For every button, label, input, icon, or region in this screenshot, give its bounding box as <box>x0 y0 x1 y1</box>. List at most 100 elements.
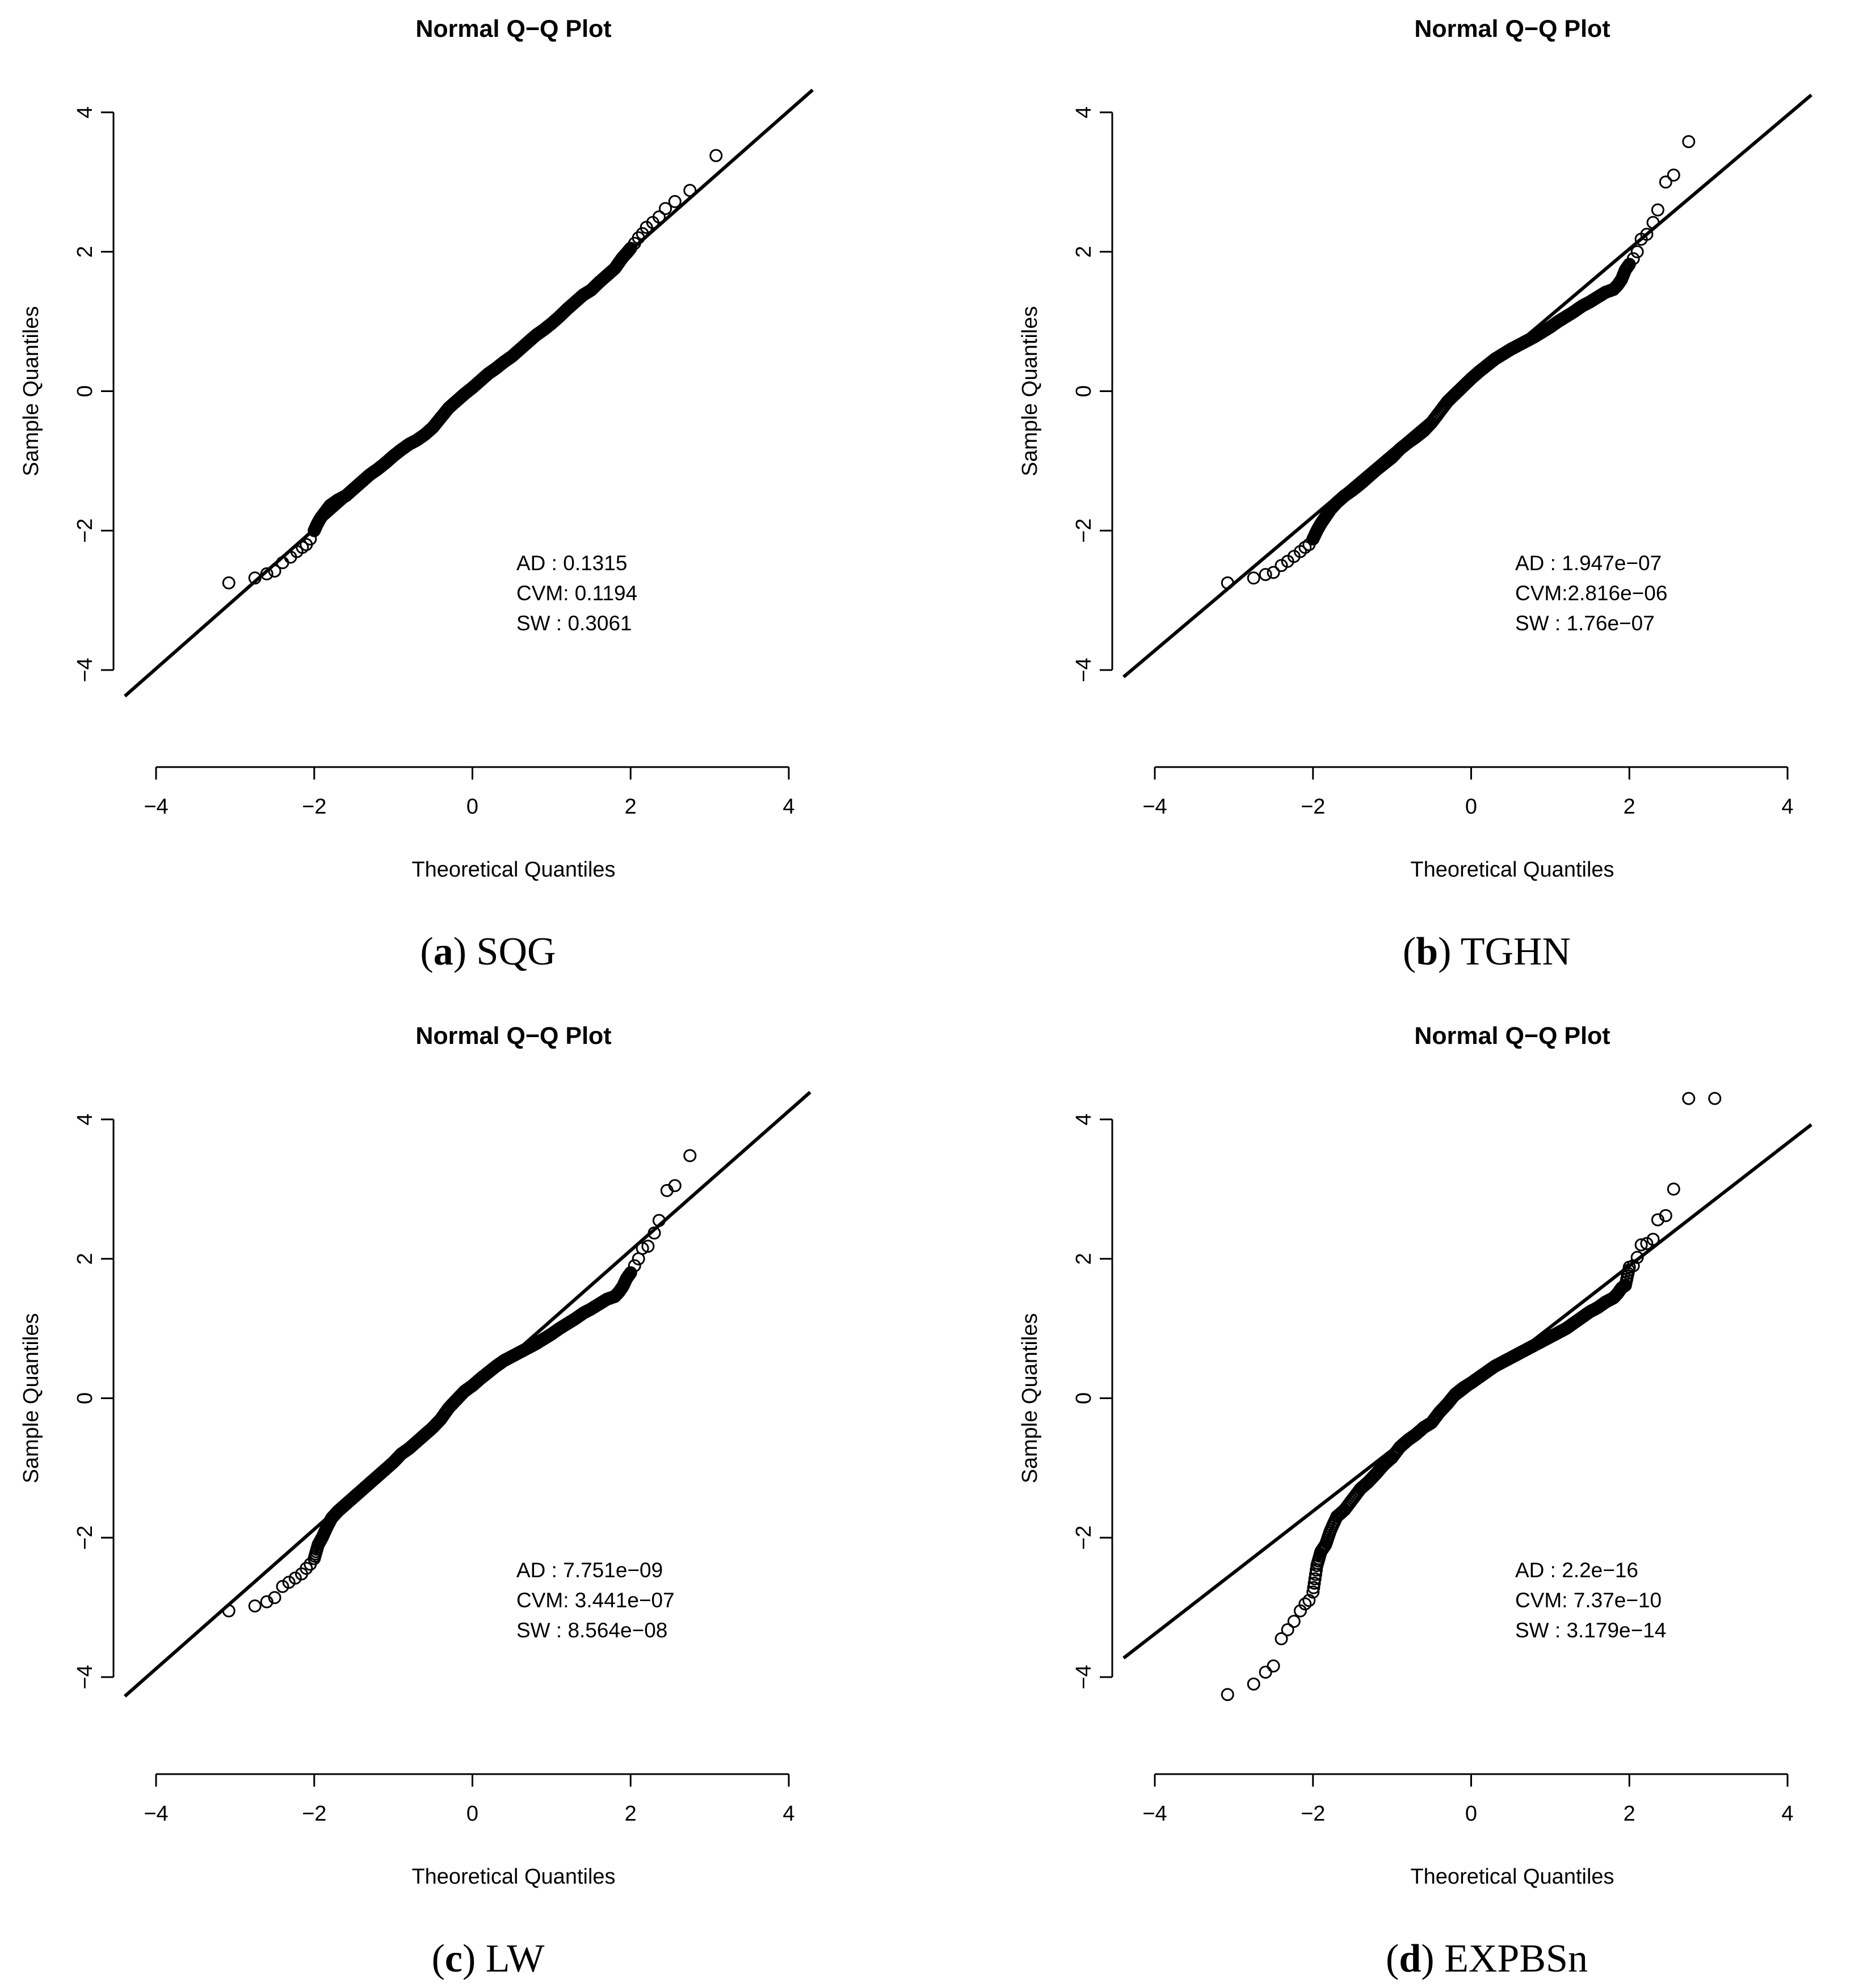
qq-point <box>1646 1232 1660 1246</box>
stat-sw: SW : 3.179e−14 <box>1515 1619 1666 1642</box>
qq-point <box>668 1179 682 1193</box>
qq-point <box>1682 135 1696 149</box>
y-tick-label: 2 <box>73 1253 97 1265</box>
qq-point <box>1651 1213 1664 1227</box>
caption-letter: b <box>1416 930 1438 974</box>
qq-point <box>652 210 666 224</box>
qq-point <box>641 1240 655 1253</box>
qq-point <box>268 565 281 578</box>
caption-close-paren: ) <box>453 930 477 974</box>
x-tick-label: 2 <box>1624 1802 1635 1826</box>
qq-point <box>647 1226 661 1240</box>
caption-name: LW <box>486 1937 545 1981</box>
qq-panel-d: Normal Q−Q Plot −4 −2 0 2 4 −4 −2 0 2 4 Theoretical… <box>1018 1022 1812 1981</box>
stat-ad: AD : 7.751e−09 <box>516 1559 663 1582</box>
y-tick-label: 2 <box>73 246 97 258</box>
stat-ad: AD : 2.2e−16 <box>1515 1559 1638 1582</box>
caption-close-paren: ) <box>1421 1937 1444 1981</box>
qq-point <box>1682 1092 1696 1105</box>
qq-point <box>1221 576 1234 589</box>
qq-point <box>1622 1263 1635 1277</box>
plot-title: Normal Q−Q Plot <box>1414 1022 1610 1050</box>
qq-point <box>652 1214 666 1227</box>
x-tick-label: 0 <box>1465 795 1477 819</box>
y-tick-label: −4 <box>73 1665 97 1689</box>
qq-point <box>1420 422 1433 435</box>
qq-point <box>1646 216 1660 229</box>
qq-point <box>1630 1250 1644 1264</box>
x-tick-label: 2 <box>625 795 637 819</box>
qq-point <box>1659 1209 1672 1223</box>
y-tick-label: 0 <box>73 385 97 397</box>
caption-name: TGHN <box>1461 930 1571 974</box>
qq-point <box>1306 1585 1320 1599</box>
panel-caption: (d) EXPBSn <box>1386 1937 1588 1981</box>
x-tick-label: −4 <box>144 1802 168 1826</box>
qq-point <box>1275 1632 1288 1645</box>
y-axis-label: Sample Quantiles <box>19 306 43 477</box>
x-tick-label: −2 <box>302 1802 326 1826</box>
stat-ad: AD : 1.947e−07 <box>1515 551 1662 575</box>
qq-point <box>452 1390 466 1404</box>
y-tick-label: −2 <box>73 519 97 543</box>
caption-letter: d <box>1399 1937 1421 1981</box>
y-tick-label: 2 <box>1072 246 1096 258</box>
x-tick-label: 2 <box>625 1802 637 1826</box>
y-axis-label: Sample Quantiles <box>1018 1313 1042 1484</box>
y-tick-label: −2 <box>1072 519 1096 543</box>
qq-point <box>1281 1623 1294 1636</box>
qq-point <box>222 1604 235 1618</box>
qq-point <box>1651 203 1664 217</box>
x-tick-label: 4 <box>1781 795 1793 819</box>
plot-title: Normal Q−Q Plot <box>415 1022 611 1050</box>
x-tick-label: 4 <box>1781 1802 1793 1826</box>
qq-point <box>636 1241 649 1255</box>
qq-point <box>1259 1665 1272 1679</box>
caption-open-paren: ( <box>1386 1937 1399 1981</box>
caption-close-paren: ) <box>462 1937 486 1981</box>
qq-point <box>1435 1402 1449 1416</box>
qq-point <box>268 1591 281 1604</box>
qq-point <box>248 571 262 585</box>
y-tick-label: −2 <box>1072 1526 1096 1550</box>
y-tick-label: −4 <box>1072 658 1096 682</box>
qq-point <box>444 1399 458 1412</box>
x-tick-label: 4 <box>783 1802 794 1826</box>
stat-ad: AD : 0.1315 <box>516 551 627 575</box>
qq-point <box>1298 1597 1312 1611</box>
y-tick-label: −4 <box>1072 1665 1096 1689</box>
caption-letter: a <box>434 930 453 974</box>
y-axis-label: Sample Quantiles <box>1018 306 1042 477</box>
qq-point <box>1308 1572 1322 1586</box>
qq-point <box>623 1267 637 1281</box>
qq-point <box>389 1453 403 1467</box>
qq-point <box>300 1561 313 1575</box>
qq-point <box>1307 1581 1320 1594</box>
qq-point <box>1247 1677 1260 1691</box>
x-tick-label: −4 <box>1142 1802 1167 1826</box>
plot-title: Normal Q−Q Plot <box>415 15 611 43</box>
caption-open-paren: ( <box>420 930 433 974</box>
qq-point <box>1640 228 1654 241</box>
stat-cvm: CVM: 7.37e−10 <box>1515 1589 1662 1612</box>
stat-sw: SW : 8.564e−08 <box>516 1619 667 1642</box>
qq-point <box>632 231 645 245</box>
qq-point <box>1622 259 1635 272</box>
x-tick-label: 0 <box>466 795 478 819</box>
qq-point <box>260 1595 274 1608</box>
x-tick-label: 2 <box>1624 795 1635 819</box>
x-tick-label: −4 <box>144 795 168 819</box>
y-tick-label: 4 <box>1072 1113 1096 1125</box>
x-tick-label: −2 <box>1301 1802 1325 1826</box>
x-axis-label: Theoretical Quantiles <box>411 1865 615 1889</box>
caption-close-paren: ) <box>1438 930 1461 974</box>
y-tick-label: −4 <box>73 658 97 682</box>
qq-point <box>1634 1238 1648 1252</box>
qq-panel-c: Normal Q−Q Plot −4 −2 0 2 4 −4 −2 0 2 4 Theoretical… <box>19 1022 811 1981</box>
qq-point <box>1247 571 1260 585</box>
stat-cvm: CVM:2.816e−06 <box>1515 582 1667 605</box>
x-axis-label: Theoretical Quantiles <box>1410 1865 1614 1889</box>
qq-panel-b: Normal Q−Q Plot −4 −2 0 2 4 −4 −2 0 2 4 Theoretical… <box>1018 15 1812 974</box>
qq-point <box>683 184 697 197</box>
y-tick-label: 0 <box>1072 1392 1096 1404</box>
